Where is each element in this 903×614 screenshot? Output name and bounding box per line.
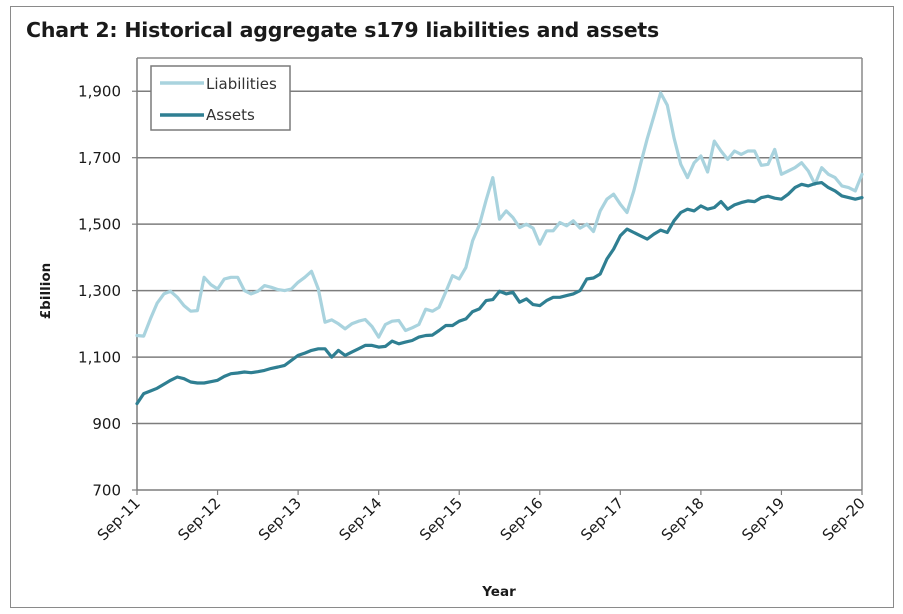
legend: Liabilities Assets	[150, 65, 291, 131]
legend-label-liabilities: Liabilities	[206, 75, 277, 93]
x-tick-label: Sep-15	[416, 494, 466, 544]
x-tick-label: Sep-12	[174, 494, 224, 544]
series-line-liabilities	[135, 91, 864, 339]
y-tick-label: 700	[92, 482, 121, 500]
x-axis-title: Year	[481, 584, 516, 600]
y-tick-label: 1,500	[78, 216, 121, 234]
y-tick-label: 1,900	[78, 83, 121, 101]
x-tick-label: Sep-20	[819, 494, 869, 544]
x-tick-label: Sep-18	[658, 494, 708, 544]
legend-label-assets: Assets	[206, 106, 255, 124]
y-tick-label: 1,700	[78, 149, 121, 167]
x-tick-label: Sep-19	[738, 494, 788, 544]
x-tick-label: Sep-14	[335, 494, 385, 544]
y-tick-label: 900	[92, 415, 121, 433]
series-line-assets	[135, 181, 864, 406]
y-axis-ticks: 700 900 1,100 1,300 1,500 1,700 1,900	[78, 83, 137, 500]
x-tick-label: Sep-13	[255, 494, 305, 544]
x-tick-label: Sep-11	[94, 494, 144, 544]
legend-box	[150, 65, 291, 131]
axes	[136, 57, 863, 491]
series-lines	[135, 91, 864, 406]
y-tick-label: 1,300	[78, 282, 121, 300]
x-tick-label: Sep-16	[497, 494, 547, 544]
y-tick-label: 1,100	[78, 349, 121, 367]
chart-title: Chart 2: Historical aggregate s179 liabi…	[26, 18, 660, 42]
x-axis-ticks: Sep-11 Sep-12 Sep-13 Sep-14 Sep-15 Sep-16 Sep-…	[94, 490, 869, 544]
y-axis-title: £billion	[38, 263, 54, 319]
x-tick-label: Sep-17	[577, 494, 627, 544]
